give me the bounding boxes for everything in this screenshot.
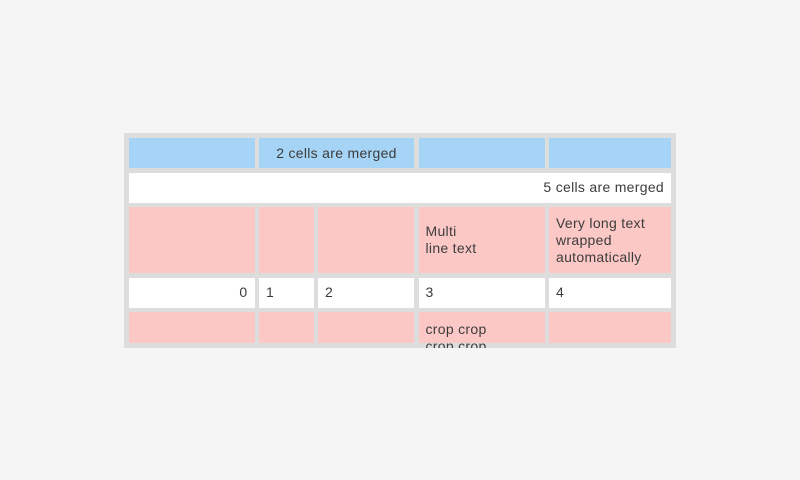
table-cell-wrapped-text[interactable]: Very long text wrapped automatically [549, 207, 671, 273]
table-cell-multi-line[interactable]: Multi line text [418, 207, 545, 273]
table-cell-r1c5[interactable] [549, 138, 671, 168]
table-cell-value-3[interactable]: 3 [418, 277, 545, 308]
table-cell-merged-2[interactable]: 2 cells are merged [259, 138, 414, 168]
table-cell-value-4[interactable]: 4 [549, 277, 671, 308]
table-cell-r5c3[interactable] [318, 312, 414, 343]
table-cell-r3c3[interactable] [318, 207, 414, 273]
table-cell-r1c4[interactable] [418, 138, 545, 168]
table-cell-value-1[interactable]: 1 [259, 277, 314, 308]
table-widget: 2 cells are merged 5 cells are merged Mu… [124, 133, 676, 348]
table-cell-crop[interactable]: crop crop crop crop [418, 312, 545, 348]
table-cell-r5c2[interactable] [259, 312, 314, 343]
table-cell-value-2[interactable]: 2 [318, 277, 414, 308]
table-cell-r5c5[interactable] [549, 312, 671, 343]
table-cell-crop-text: crop crop crop crop [425, 321, 487, 348]
table-cell-r3c2[interactable] [259, 207, 314, 273]
table-cell-value-0[interactable]: 0 [129, 277, 255, 308]
table-cell-r1c1[interactable] [129, 138, 255, 168]
table-cell-r5c1[interactable] [129, 312, 255, 343]
table-cell-r3c1[interactable] [129, 207, 255, 273]
table-cell-merged-5[interactable]: 5 cells are merged [129, 172, 671, 203]
